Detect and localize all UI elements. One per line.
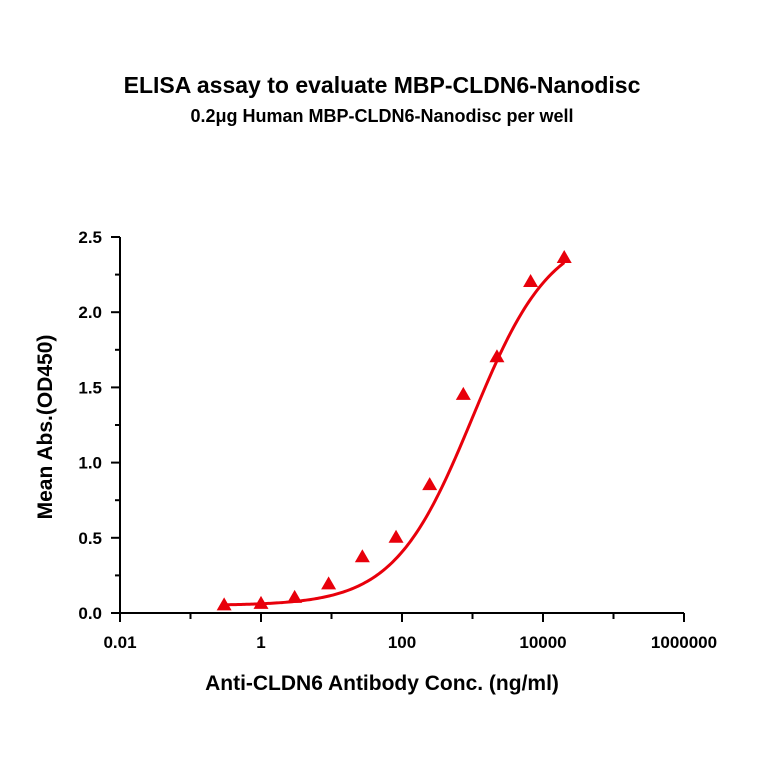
axes [111,236,685,622]
data-point [455,386,471,400]
y-tick-label: 0.5 [78,529,102,548]
data-point [253,595,269,609]
axis-labels: 0.01 1 100 10000 1000000 0.0 0.5 1.0 1.5 2.0 2.5 [78,228,717,652]
y-tick-label: 0.0 [78,604,102,623]
data-point [388,529,404,543]
chart-subtitle: 0.2μg Human MBP-CLDN6-Nanodisc per well [190,106,574,126]
x-tick-label: 0.01 [103,633,136,652]
fit-curve-group [224,261,566,607]
y-axis-title: Mean Abs.(OD450) [34,335,57,520]
y-tick-label: 2.5 [78,228,102,247]
x-tick-label: 100 [388,633,416,652]
data-points [216,249,572,611]
data-point [489,349,505,363]
data-point [422,477,438,491]
x-tick-label: 10000 [519,633,566,652]
x-axis-title: Anti-CLDN6 Antibody Conc. (ng/ml) [205,672,559,695]
x-tick-label: 1 [256,633,265,652]
fit-curve [224,261,566,607]
data-point [287,589,303,603]
y-tick-label: 1.0 [78,454,102,473]
data-point [523,274,539,288]
data-point [354,549,370,563]
x-tick-label: 1000000 [651,633,717,652]
data-point [321,576,337,590]
data-point [216,597,232,611]
chart-title: ELISA assay to evaluate MBP-CLDN6-Nanodi… [123,72,641,98]
y-tick-label: 2.0 [78,303,102,322]
y-tick-label: 1.5 [78,378,102,397]
data-point [556,249,572,263]
